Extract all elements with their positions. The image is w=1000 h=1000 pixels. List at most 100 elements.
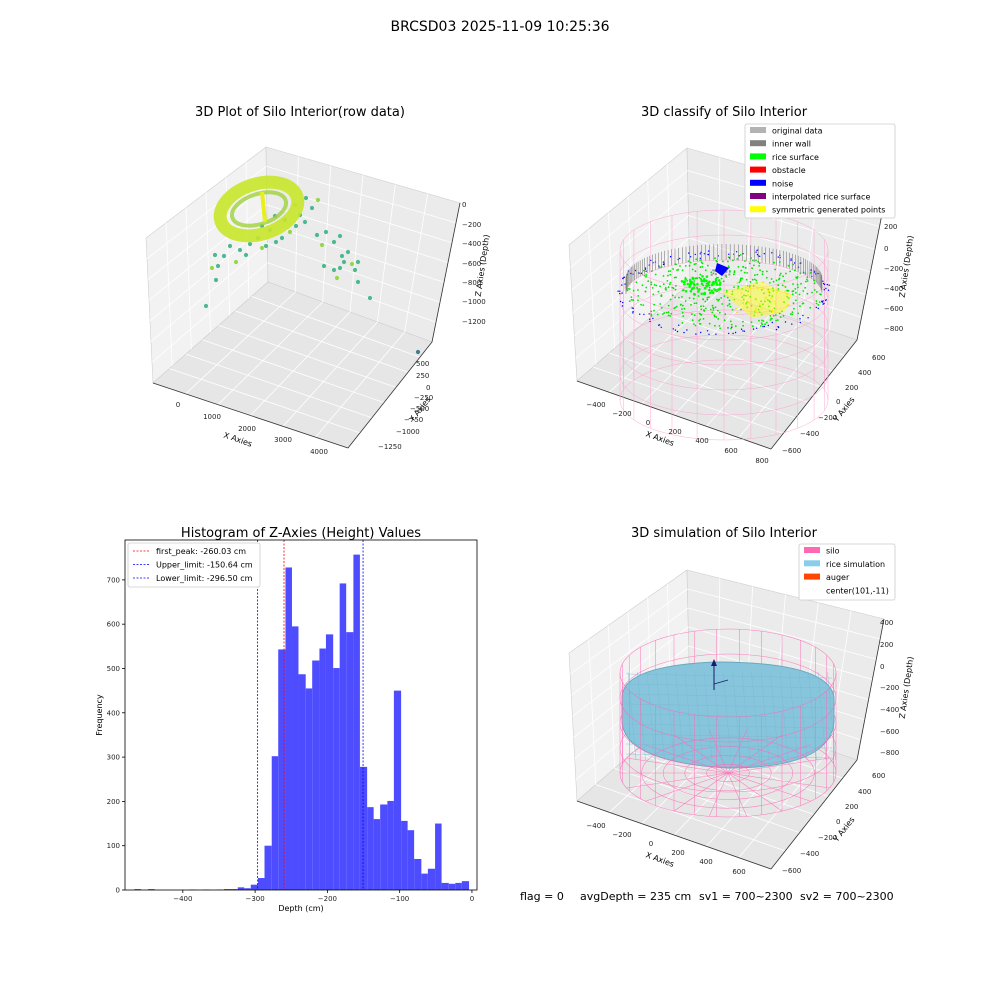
rice-surface-point <box>806 280 809 282</box>
classify-x-tick: −200 <box>612 410 631 418</box>
simulation-z-tick: −600 <box>880 728 899 736</box>
noise-point <box>703 253 706 255</box>
rice-surface-point <box>650 310 653 313</box>
rice-surface-point <box>813 282 816 285</box>
histogram-frame <box>124 539 478 891</box>
rice-surface-point <box>704 269 707 272</box>
rice-surface-point <box>758 319 760 322</box>
rice-surface-point <box>647 280 650 283</box>
raw-plot-rice-ring <box>213 175 305 243</box>
raw-plot-point <box>302 219 308 225</box>
rice-surface-point <box>734 325 737 328</box>
noise-point <box>634 269 637 272</box>
rice-surface-point <box>637 295 640 297</box>
rice-surface-point <box>669 281 672 284</box>
rice-surface-point <box>678 296 680 299</box>
rice-surface-point <box>768 310 771 312</box>
noise-point <box>755 251 757 253</box>
rice-surface-point <box>681 289 684 292</box>
rice-surface-point <box>684 278 687 281</box>
rice-surface-point <box>716 260 718 263</box>
rice-surface-point <box>784 286 787 288</box>
rice-surface-point <box>698 276 701 279</box>
rice-surface-point <box>783 280 786 282</box>
raw-plot-point <box>247 241 253 247</box>
rice-surface-point <box>745 302 747 305</box>
rice-surface-point <box>700 305 702 308</box>
rice-surface-point <box>760 313 763 316</box>
noise-point <box>644 267 647 269</box>
simulation-legend-label: auger <box>826 573 850 582</box>
rice-surface-point <box>650 270 653 272</box>
classify-legend-label: interpolated rice surface <box>772 193 870 202</box>
raw-plot-y-tick: −250 <box>414 394 433 402</box>
rice-surface-point <box>744 260 746 262</box>
rice-surface-point <box>659 285 661 288</box>
rice-surface-point <box>686 282 689 286</box>
noise-point <box>763 253 765 255</box>
rice-surface-point <box>714 288 717 292</box>
simulation-x-tick: −200 <box>612 831 631 839</box>
rice-surface-point <box>705 285 709 288</box>
rice-surface-point <box>749 295 752 298</box>
rice-surface-point <box>721 303 724 305</box>
histogram-bar <box>305 688 313 890</box>
rice-surface-point <box>688 283 692 287</box>
rice-surface-point <box>689 261 692 264</box>
rice-surface-point <box>656 313 659 316</box>
symmetric-generated-point <box>785 292 788 295</box>
simulation-z-tick: −400 <box>880 706 899 714</box>
raw-plot-point <box>243 252 249 258</box>
noise-point <box>823 289 825 291</box>
raw-plot-point <box>339 253 345 259</box>
rice-surface-point <box>775 279 778 282</box>
rice-surface-point <box>785 272 787 275</box>
noise-point <box>658 324 661 326</box>
rice-surface-point <box>689 290 693 293</box>
rice-surface-point <box>650 283 653 286</box>
rice-surface-point <box>762 303 764 306</box>
symmetric-generated-point <box>750 312 753 315</box>
noise-point <box>617 290 619 292</box>
raw-plot-point <box>341 259 347 265</box>
noise-point <box>652 317 654 320</box>
raw-plot-point <box>352 267 358 273</box>
raw-plot-point <box>279 235 285 241</box>
rice-surface-point <box>667 314 670 317</box>
rice-surface-point <box>723 295 726 297</box>
rice-surface-point <box>662 313 664 315</box>
symmetric-generated-point <box>744 286 747 289</box>
rice-surface-point <box>703 309 705 311</box>
rice-surface-point <box>791 313 793 316</box>
histogram-bar <box>134 889 141 890</box>
rice-surface-point <box>651 287 654 289</box>
histogram-bar <box>353 554 360 890</box>
rice-surface-point <box>776 319 779 321</box>
rice-surface-point <box>799 272 802 275</box>
raw-plot-x-tick: 4000 <box>310 448 328 456</box>
simulation-tick-labels: −400−20002004006006004002000−200−400−600… <box>586 619 899 876</box>
simulation-z-tick: −200 <box>880 684 899 692</box>
rice-surface-point <box>665 311 668 314</box>
symmetric-generated-point <box>773 300 776 303</box>
rice-surface-point <box>765 321 768 324</box>
noise-point <box>621 305 624 307</box>
rice-surface-point <box>671 286 674 289</box>
rice-surface-point <box>715 281 718 284</box>
noise-point <box>639 313 641 315</box>
noise-point <box>679 257 681 260</box>
noise-point <box>621 284 623 286</box>
rice-surface-point <box>728 299 731 302</box>
rice-surface-point <box>711 311 714 314</box>
noise-point <box>771 321 773 324</box>
symmetric-generated-point <box>740 292 743 294</box>
rice-surface-point <box>680 280 684 283</box>
noise-point <box>619 292 621 295</box>
rice-surface-point <box>627 287 629 290</box>
rice-surface-point <box>815 291 818 293</box>
simulation-y-tick: −400 <box>800 850 819 858</box>
rice-surface-point <box>736 258 739 260</box>
histogram-x-tick: −300 <box>245 895 264 903</box>
rice-surface-point <box>691 319 694 322</box>
symmetric-generated-point <box>764 297 767 300</box>
